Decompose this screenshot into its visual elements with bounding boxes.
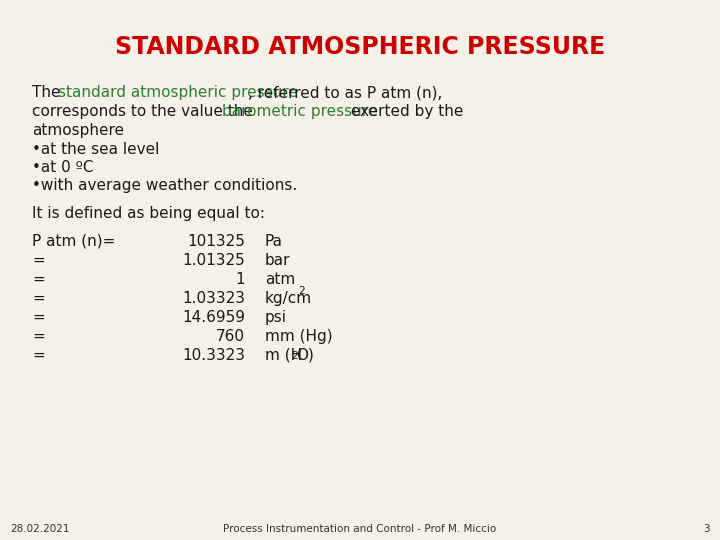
- Text: mm (Hg): mm (Hg): [265, 329, 333, 344]
- Text: psi: psi: [265, 310, 287, 325]
- Text: =: =: [32, 291, 45, 306]
- Text: 14.6959: 14.6959: [182, 310, 245, 325]
- Text: =: =: [32, 253, 45, 268]
- Text: 3: 3: [703, 524, 710, 534]
- Text: corresponds to the value the: corresponds to the value the: [32, 104, 258, 119]
- Text: bar: bar: [265, 253, 290, 268]
- Text: 2: 2: [291, 351, 298, 361]
- Text: =: =: [32, 348, 45, 363]
- Text: •at 0 ºC: •at 0 ºC: [32, 160, 94, 175]
- Text: 10.3323: 10.3323: [182, 348, 245, 363]
- Text: barometric pressure: barometric pressure: [222, 104, 377, 119]
- Text: 1: 1: [235, 272, 245, 287]
- Text: 760: 760: [216, 329, 245, 344]
- Text: =: =: [32, 272, 45, 287]
- Text: 1.03323: 1.03323: [182, 291, 245, 306]
- Text: standard atmospheric pressure: standard atmospheric pressure: [58, 85, 298, 100]
- Text: It is defined as being equal to:: It is defined as being equal to:: [32, 206, 265, 221]
- Text: 101325: 101325: [187, 234, 245, 249]
- Text: P atm (n)=: P atm (n)=: [32, 234, 115, 249]
- Text: Pa: Pa: [265, 234, 283, 249]
- Text: 2: 2: [298, 286, 305, 296]
- Text: , referred to as P atm (n),: , referred to as P atm (n),: [248, 85, 442, 100]
- Text: O): O): [296, 348, 314, 363]
- Text: =: =: [32, 310, 45, 325]
- Text: Process Instrumentation and Control - Prof M. Miccio: Process Instrumentation and Control - Pr…: [223, 524, 497, 534]
- Text: STANDARD ATMOSPHERIC PRESSURE: STANDARD ATMOSPHERIC PRESSURE: [115, 35, 605, 59]
- Text: m (H: m (H: [265, 348, 302, 363]
- Text: =: =: [32, 329, 45, 344]
- Text: atmosphere: atmosphere: [32, 123, 124, 138]
- Text: exerted by the: exerted by the: [346, 104, 464, 119]
- Text: atm: atm: [265, 272, 295, 287]
- Text: •with average weather conditions.: •with average weather conditions.: [32, 178, 297, 193]
- Text: 1.01325: 1.01325: [182, 253, 245, 268]
- Text: 28.02.2021: 28.02.2021: [10, 524, 70, 534]
- Text: •at the sea level: •at the sea level: [32, 142, 159, 157]
- Text: The: The: [32, 85, 66, 100]
- Text: kg/cm: kg/cm: [265, 291, 312, 306]
